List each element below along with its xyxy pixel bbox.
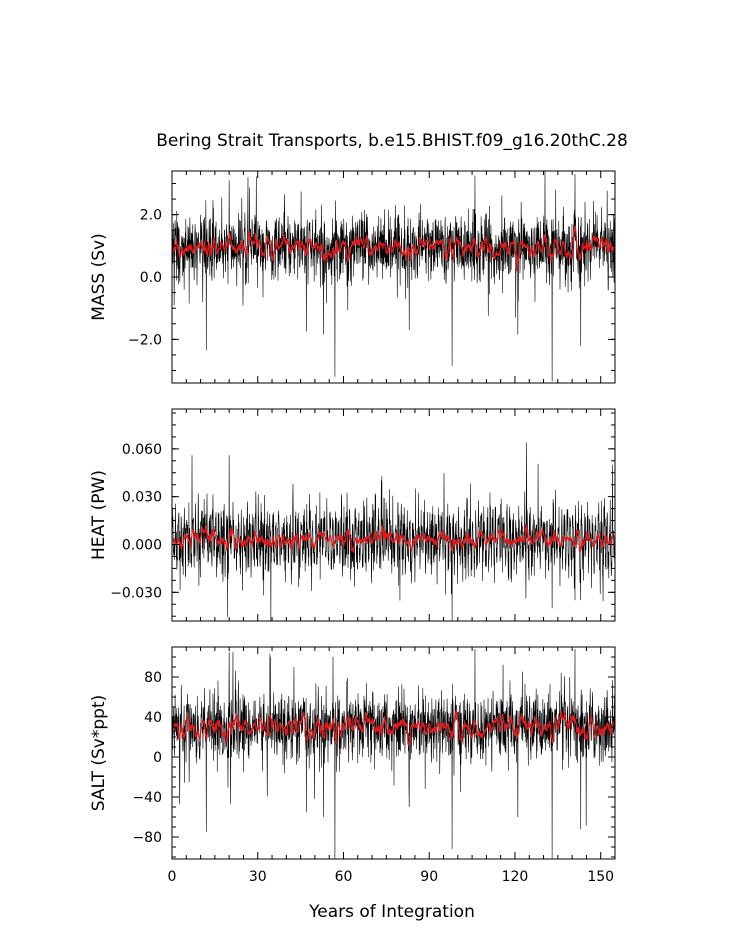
x-tick-label: 0 bbox=[168, 869, 177, 885]
y-axis-label: SALT (Sv*ppt) bbox=[89, 695, 109, 812]
plot-frame bbox=[171, 408, 616, 622]
x-tick-label: 90 bbox=[420, 869, 438, 885]
series-monthly-line bbox=[171, 170, 616, 382]
plot-frame bbox=[171, 646, 616, 860]
y-axis-label: HEAT (PW) bbox=[89, 470, 109, 560]
panel-1: −0.030 0.000 0.030 0.060 HEAT (PW) bbox=[89, 408, 616, 622]
y-tick-label: 0.0 bbox=[140, 270, 162, 286]
x-axis-label: Years of Integration bbox=[308, 902, 475, 922]
y-tick-label: −0.030 bbox=[110, 585, 162, 601]
y-axis-label: MASS (Sv) bbox=[89, 233, 109, 320]
panel-2: −80 −40 0 40 80 SALT (Sv*ppt) bbox=[89, 646, 616, 860]
x-tick-label: 60 bbox=[335, 869, 353, 885]
series-annual-mean-line bbox=[172, 225, 614, 272]
series-annual-mean-line bbox=[172, 709, 614, 747]
panels: −2.0 0.0 2.0 MASS (Sv) −0.030 0.000 0.030 0.060… bbox=[89, 170, 616, 885]
y-tick-label: 0.000 bbox=[122, 537, 162, 553]
series-annual-mean-line bbox=[172, 524, 614, 554]
x-tick-label: 30 bbox=[249, 869, 267, 885]
y-tick-label: −40 bbox=[132, 790, 162, 806]
y-tick-label: 0.060 bbox=[122, 442, 162, 458]
series-monthly-line bbox=[171, 648, 616, 860]
x-tick-label: 150 bbox=[587, 869, 614, 885]
y-tick-label: −80 bbox=[132, 830, 162, 846]
x-tick-label: 120 bbox=[502, 869, 529, 885]
y-tick-label: 0 bbox=[153, 750, 162, 766]
y-tick-label: −2.0 bbox=[128, 332, 162, 348]
y-tick-label: 80 bbox=[144, 670, 162, 686]
y-tick-label: 0.030 bbox=[122, 490, 162, 506]
panel-0: −2.0 0.0 2.0 MASS (Sv) bbox=[89, 170, 616, 384]
y-tick-label: 40 bbox=[144, 710, 162, 726]
chart-title: Bering Strait Transports, b.e15.BHIST.f0… bbox=[156, 131, 628, 151]
series-monthly-line bbox=[171, 442, 616, 622]
y-tick-label: 2.0 bbox=[140, 208, 162, 224]
plot-frame bbox=[171, 170, 616, 384]
